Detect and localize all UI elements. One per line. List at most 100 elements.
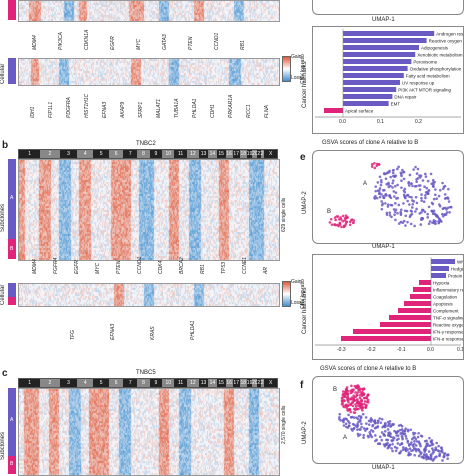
umap-point	[393, 210, 397, 214]
umap-point	[338, 412, 342, 416]
umap-point	[397, 165, 400, 169]
umap-point	[385, 213, 389, 216]
panel-a-loss-label: Loss	[291, 75, 302, 81]
panel-a-cellular-label: Cellular	[0, 63, 6, 84]
hallmark-label: Hedgehog signaling	[451, 267, 463, 272]
hallmark-label: Reactive oxygen species	[429, 39, 463, 44]
umap-point	[414, 447, 417, 451]
chromosome-segment: 2	[40, 150, 60, 158]
umap-point	[356, 428, 359, 431]
umap-point	[342, 424, 346, 427]
umap-point	[380, 193, 383, 196]
umap-point	[376, 421, 380, 425]
umap-point	[354, 391, 357, 394]
chromosome-segment: 16	[225, 150, 233, 158]
umap-point	[374, 194, 377, 198]
umap-point	[400, 424, 404, 428]
chromosome-segment: 10	[162, 379, 175, 387]
chromosome-segment: 15	[216, 150, 226, 158]
panel-c-heatmap	[18, 388, 280, 476]
umap-point	[410, 441, 413, 444]
gene-label: FIP1L1	[48, 101, 54, 118]
umap-point	[376, 425, 379, 429]
umap-point	[409, 428, 413, 432]
umap-point	[438, 188, 442, 192]
umap-point	[348, 220, 352, 223]
gene-label: PHLDA1	[190, 320, 196, 340]
panel-a-cellular-canvas	[19, 59, 279, 85]
umap-point	[400, 186, 403, 189]
umap-point	[398, 452, 401, 455]
umap-point	[431, 178, 435, 182]
umap-point	[394, 431, 398, 434]
umap-point	[435, 441, 438, 445]
panel-a-cnv-legend	[282, 56, 291, 82]
chromosome-segment: 14	[207, 379, 217, 387]
umap-point	[401, 437, 404, 441]
hallmark-label: Hypoxia	[433, 281, 450, 286]
chromosome-segment: 20	[252, 379, 258, 387]
chromosome-segment: 1	[19, 150, 41, 158]
umap-point	[341, 393, 345, 397]
umap-point	[440, 212, 444, 216]
hallmark-label: WNT CTNNB1 pathway	[457, 260, 463, 265]
umap-point	[424, 194, 427, 197]
panel-b-title: TNBC2	[136, 141, 156, 147]
umap-point	[370, 162, 374, 166]
umap-point	[414, 437, 418, 441]
umap-point	[421, 217, 424, 220]
chromosome-segment: 7	[123, 379, 138, 387]
umap-point	[341, 219, 345, 223]
umap-point	[360, 402, 364, 406]
umap-point	[338, 416, 341, 419]
panel-d-hallmarks-label: Cancer hallmarks	[302, 61, 308, 108]
umap-point	[421, 208, 424, 212]
umap-point	[390, 447, 393, 450]
umap-point	[334, 223, 338, 227]
umap-point	[420, 451, 423, 454]
axis-tick-label: -0.1	[397, 347, 406, 353]
umap-point	[344, 222, 348, 226]
umap-point	[392, 208, 396, 211]
umap-point	[380, 181, 383, 184]
umap-point	[380, 179, 383, 182]
chromosome-segment: 9	[149, 379, 163, 387]
panel-a-cellular-heatmap	[18, 58, 280, 86]
panel-b-cellular-canvas	[19, 284, 279, 306]
chromosome-segment: 13	[199, 150, 208, 158]
chromosome-segment: 6	[109, 150, 124, 158]
panel-b-gain-label: Gain	[291, 279, 302, 285]
umap-point	[415, 172, 419, 175]
umap-point	[390, 204, 394, 207]
umap-point	[360, 425, 363, 429]
chromosome-segment: 17	[232, 150, 240, 158]
hallmark-label: Inflammatory response	[433, 288, 463, 293]
umap-point	[340, 225, 343, 229]
umap-point	[402, 177, 406, 181]
panel-f-letter: f	[300, 380, 304, 391]
cluster-label: A	[343, 435, 347, 441]
umap-point	[396, 442, 400, 445]
hallmark-bar	[398, 308, 431, 313]
chromosome-segment: 11	[174, 150, 187, 158]
umap-point	[352, 399, 356, 402]
chromosome-segment: 4	[77, 379, 94, 387]
umap-point	[417, 184, 421, 187]
umap-point	[385, 171, 389, 175]
umap-point	[425, 453, 428, 456]
panel-d-xaxis-label: GSVA scores of clone A relative to B	[322, 140, 419, 146]
umap-point	[346, 399, 350, 402]
umap-point	[441, 214, 445, 218]
umap-point	[425, 439, 428, 443]
umap-point	[347, 413, 350, 417]
umap-point	[424, 196, 427, 200]
umap-point	[416, 435, 420, 439]
umap-point	[442, 452, 446, 456]
umap-point	[392, 168, 395, 172]
umap-point	[400, 434, 404, 438]
chromosome-segment: 16	[225, 379, 233, 387]
umap-point	[400, 431, 403, 435]
gene-label: RB1	[240, 40, 246, 50]
umap-point	[432, 450, 435, 454]
umap-point	[418, 441, 421, 445]
